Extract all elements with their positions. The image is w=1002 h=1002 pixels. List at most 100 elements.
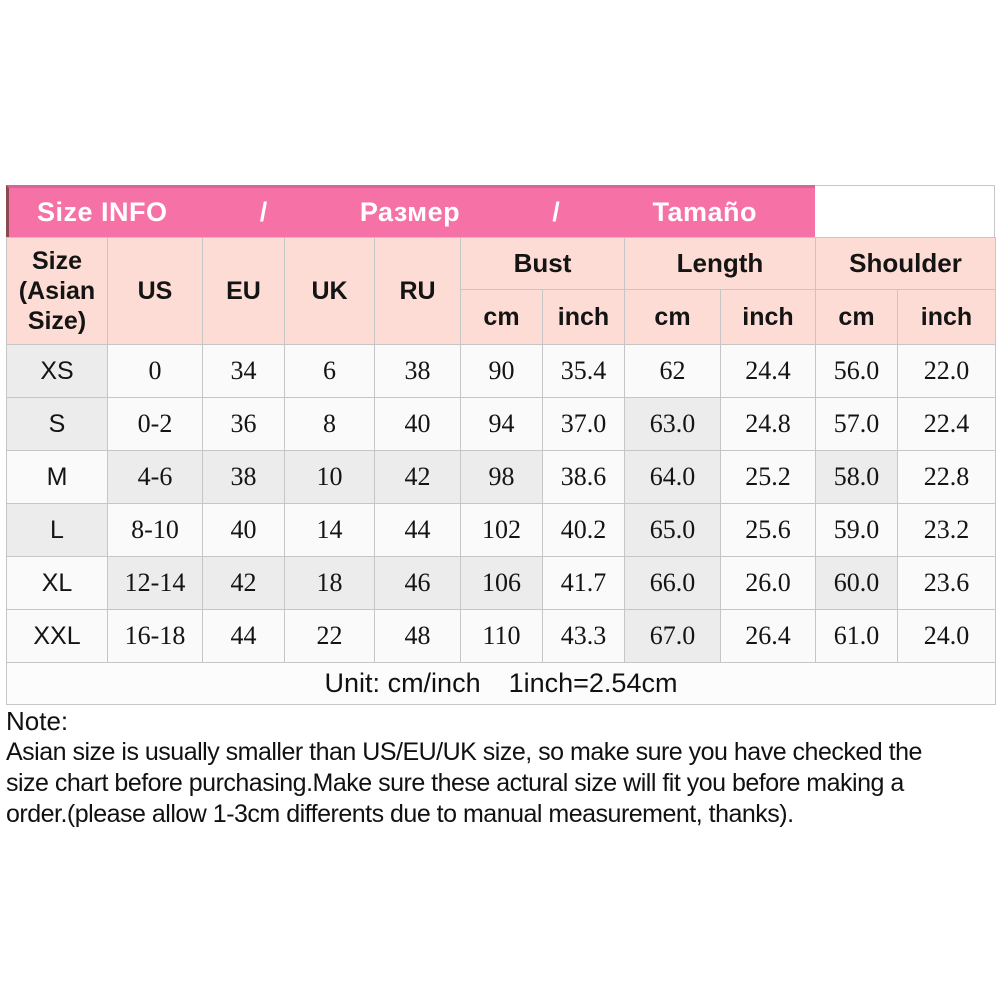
note-line-3: order.(please allow 1-3cm differents due… [6,800,794,828]
title-bar-blank-cell [815,185,995,237]
table-cell: 57.0 [815,397,898,451]
table-cell: 90 [460,344,543,398]
title-size-info: Size INFO [37,197,168,227]
table-cell: 43.3 [542,609,625,663]
unit-note-row: Unit: cm/inch 1inch=2.54cm [5,662,997,705]
table-cell: 0 [107,344,203,398]
table-cell: 36 [202,397,285,451]
shoulder-inch-header: inch [896,289,997,345]
table-cell: 22.4 [896,397,997,451]
length-inch-header: inch [720,289,816,345]
title-separator-1: / [259,197,268,227]
table-cell: 25.2 [720,450,816,504]
table-cell: 6 [284,344,375,398]
table-row-xxl: XXL 16-18 44 22 48 110 43.3 67.0 26.4 61… [6,609,997,663]
size-chart-table: Size (Asian Size) US EU UK RU Bust Lengt… [5,237,997,705]
table-cell: 44 [374,503,461,557]
unit-label: Unit: cm/inch [324,668,481,698]
table-cell: 60.0 [815,556,898,610]
bust-cm-header: cm [460,289,543,345]
col-group-shoulder: Shoulder [814,237,997,290]
table-cell: 23.2 [896,503,997,557]
table-cell: 10 [284,450,375,504]
table-cell: 22.8 [896,450,997,504]
col-header-size-asian: Size (Asian Size) [6,237,108,345]
table-cell: 16-18 [107,609,203,663]
note-title: Note: [6,706,69,736]
col-header-eu: EU [202,237,285,345]
table-cell: 23.6 [896,556,997,610]
table-cell: 42 [374,450,461,504]
table-cell: 8-10 [107,503,203,557]
title-bar: Size INFO / Размер / Tamaño [6,185,995,237]
table-cell: 38 [202,450,285,504]
note-line-2: size chart before purchasing.Make sure t… [6,769,904,797]
col-header-uk: UK [284,237,375,345]
title-separator-2: / [552,197,561,227]
table-cell: 58.0 [815,450,898,504]
table-cell: 102 [460,503,543,557]
table-cell: 4-6 [107,450,203,504]
title-razmer: Размер [359,197,461,227]
table-cell: 35.4 [542,344,625,398]
title-bar-pink: Size INFO / Размер / Tamaño [6,185,815,237]
size-chart: Size INFO / Размер / Tamaño Size (Asian … [5,185,997,705]
table-cell: 24.0 [896,609,997,663]
table-cell: 26.0 [720,556,816,610]
table-cell: 56.0 [815,344,898,398]
table-row-s: S 0-2 36 8 40 94 37.0 63.0 24.8 57.0 22.… [6,397,997,451]
table-cell: 18 [284,556,375,610]
col-header-ru: RU [374,237,461,345]
table-cell: 62 [624,344,721,398]
table-cell: 106 [460,556,543,610]
table-cell: 61.0 [815,609,898,663]
table-cell: 22.0 [896,344,997,398]
note-section: Note: Asian size is usually smaller than… [6,705,998,830]
size-cell: XL [6,556,108,610]
table-cell: 63.0 [624,397,721,451]
header-units-row: cm inch cm inch cm inch [7,289,997,345]
title-tamano: Tamaño [652,197,757,227]
size-cell: S [6,397,108,451]
table-cell: 14 [284,503,375,557]
table-cell: 38.6 [542,450,625,504]
table-cell: 12-14 [107,556,203,610]
table-cell: 26.4 [720,609,816,663]
table-cell: 65.0 [624,503,721,557]
table-cell: 46 [374,556,461,610]
table-row-xl: XL 12-14 42 18 46 106 41.7 66.0 26.0 60.… [6,556,997,610]
table-cell: 110 [460,609,543,663]
table-cell: 98 [460,450,543,504]
table-cell: 25.6 [720,503,816,557]
table-cell: 42 [202,556,285,610]
table-row-l: L 8-10 40 14 44 102 40.2 65.0 25.6 59.0 … [6,503,997,557]
size-cell: XS [6,344,108,398]
table-cell: 94 [460,397,543,451]
size-cell: L [6,503,108,557]
size-cell: XXL [6,609,108,663]
table-cell: 8 [284,397,375,451]
note-line-1: Asian size is usually smaller than US/EU… [6,738,922,766]
unit-conversion: 1inch=2.54cm [508,668,678,698]
table-cell: 41.7 [542,556,625,610]
length-cm-header: cm [624,289,721,345]
table-cell: 22 [284,609,375,663]
table-cell: 38 [374,344,461,398]
unit-note-cell: Unit: cm/inch 1inch=2.54cm [5,662,997,705]
size-header-line1: Size [31,247,83,275]
table-cell: 24.4 [720,344,816,398]
col-header-us: US [107,237,203,345]
bust-inch-header: inch [542,289,625,345]
table-cell: 40 [374,397,461,451]
table-cell: 0-2 [107,397,203,451]
size-cell: M [6,450,108,504]
table-cell: 40.2 [542,503,625,557]
table-cell: 64.0 [624,450,721,504]
col-group-bust: Bust [460,237,625,290]
table-cell: 34 [202,344,285,398]
col-group-length: Length [624,237,816,290]
table-cell: 59.0 [815,503,898,557]
table-cell: 48 [374,609,461,663]
table-row-xs: XS 0 34 6 38 90 35.4 62 24.4 56.0 22.0 [6,344,997,398]
table-cell: 24.8 [720,397,816,451]
